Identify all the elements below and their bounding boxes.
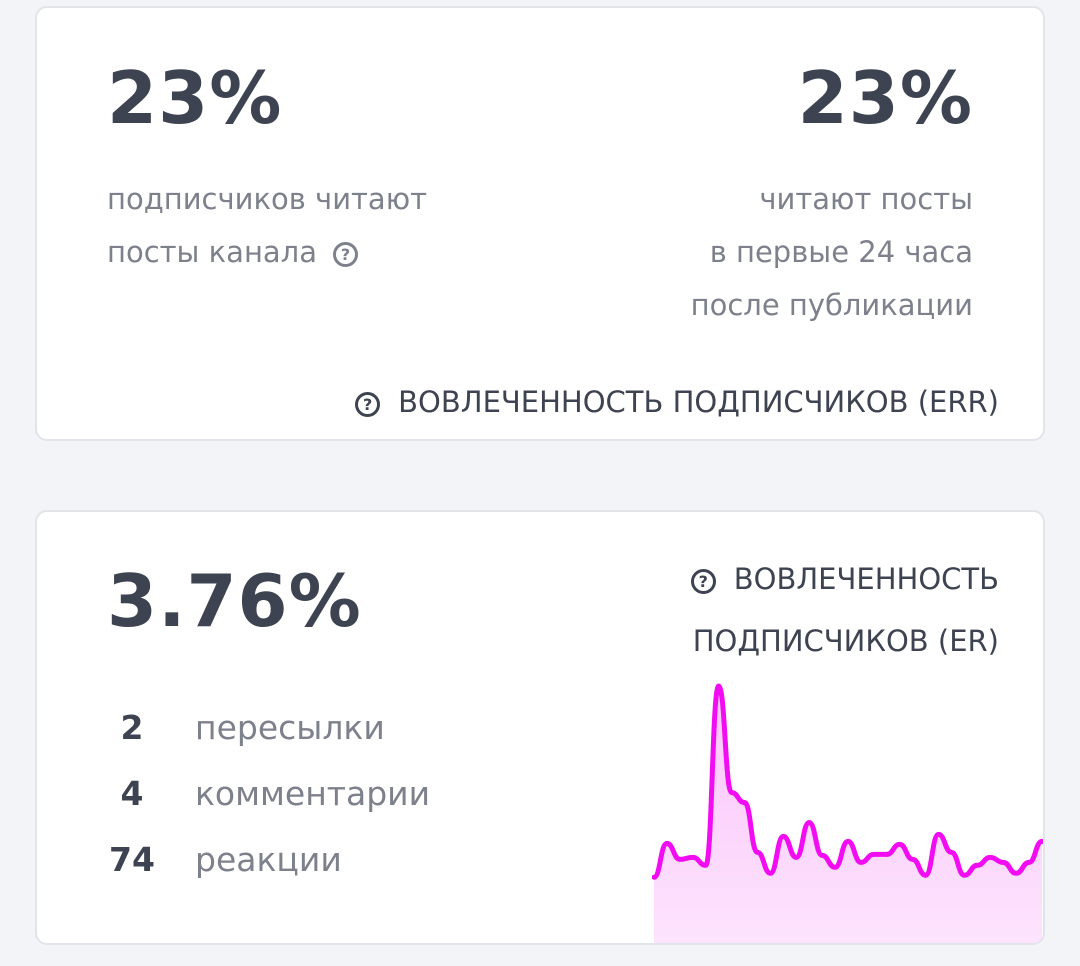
err-subscribers-value: 23% <box>107 56 283 140</box>
sparkline-area <box>654 685 1042 943</box>
caption-line: читают посты <box>759 182 973 216</box>
caption-line: посты канала <box>107 235 317 269</box>
caption-line: после публикации <box>690 288 973 322</box>
err-footer-label: ВОВЛЕЧЕННОСТЬ ПОДПИСЧИКОВ (ERR) <box>398 385 999 419</box>
stat-reactions: 74 реакции <box>107 827 342 893</box>
stat-label: реакции <box>195 840 342 879</box>
err-left-caption: подписчиков читают посты канала? <box>107 173 427 279</box>
stat-label: пересылки <box>195 708 385 747</box>
er-value: 3.76% <box>107 559 362 643</box>
question-circle-icon[interactable]: ? <box>690 568 716 594</box>
stat-count: 2 <box>120 708 144 747</box>
stat-forwards: 2 пересылки <box>107 695 385 761</box>
err-card: 23% подписчиков читают посты канала? 23%… <box>35 6 1045 441</box>
er-sparkline <box>652 683 1043 943</box>
er-title-line: ПОДПИСЧИКОВ (ER) <box>692 624 999 658</box>
stat-label: комментарии <box>195 774 431 813</box>
stat-comments: 4 комментарии <box>107 761 431 827</box>
er-card: 3.76% ? ВОВЛЕЧЕННОСТЬ ПОДПИСЧИКОВ (ER) 2 п… <box>35 510 1045 945</box>
caption-line: подписчиков читают <box>107 182 428 216</box>
er-title[interactable]: ? ВОВЛЕЧЕННОСТЬ ПОДПИСЧИКОВ (ER) <box>690 548 999 672</box>
question-circle-icon[interactable]: ? <box>332 241 358 267</box>
sparkline-line <box>652 683 1043 880</box>
stat-count: 74 <box>109 840 155 879</box>
err-footer[interactable]: ? ВОВЛЕЧЕННОСТЬ ПОДПИСЧИКОВ (ERR) <box>355 371 999 433</box>
err-24h-value: 23% <box>797 56 973 140</box>
err-right-caption: читают посты в первые 24 часа после публ… <box>691 173 973 332</box>
er-title-line: ВОВЛЕЧЕННОСТЬ <box>733 562 999 596</box>
caption-line: в первые 24 часа <box>709 235 973 269</box>
stat-count: 4 <box>120 774 144 813</box>
question-circle-icon[interactable]: ? <box>355 391 381 417</box>
